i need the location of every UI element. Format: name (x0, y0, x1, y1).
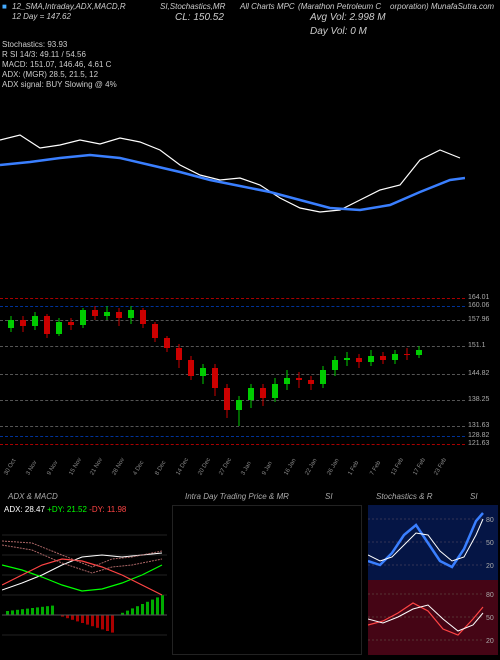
header-co2: orporation) MunafaSutra.com (390, 2, 494, 11)
svg-text:20: 20 (486, 638, 494, 645)
ind-adx-signal: ADX signal: BUY Slowing @ 4% (2, 80, 117, 89)
panel-stoch-sub: SI (470, 492, 478, 501)
panel-intra-sub: SI (325, 492, 333, 501)
header-dayvol: Day Vol: 0 M (310, 26, 367, 37)
svg-text:80: 80 (486, 592, 494, 599)
panel-intra-title: Intra Day Trading Price & MR (185, 492, 289, 501)
sma-line-chart (0, 130, 465, 260)
header-avgvol: Avg Vol: 2.998 M (310, 12, 386, 23)
header-close: CL: 150.52 (175, 12, 224, 23)
ind-macd: MACD: 151.07, 146.46, 4.61 C (2, 60, 111, 69)
ind-rsi: R SI 14/3: 49.11 / 54.56 (2, 50, 86, 59)
header-co1: (Marathon Petroleum C (298, 2, 381, 11)
header-mid1: SI,Stochastics,MR (160, 2, 225, 11)
header-indicators: 12_SMA,Intraday,ADX,MACD,R (12, 2, 126, 11)
svg-text:50: 50 (486, 615, 494, 622)
svg-text:50: 50 (486, 540, 494, 547)
adx-reading: ADX: 28.47 +DY: 21.52 -DY: 11.98 (4, 505, 126, 514)
ind-stochastics: Stochastics: 93.93 (2, 40, 67, 49)
intraday-panel (172, 505, 362, 655)
header-mid2: All Charts MPC (240, 2, 295, 11)
panel-adx-title: ADX & MACD (8, 492, 58, 501)
svg-text:20: 20 (486, 563, 494, 570)
svg-text:80: 80 (486, 517, 494, 524)
ind-adx: ADX: (MGR) 28.5, 21.5, 12 (2, 70, 98, 79)
stochastics-panel: 80 50 20 80 50 20 (368, 505, 498, 655)
panel-stoch-title: Stochastics & R (376, 492, 432, 501)
candlestick-chart (0, 290, 465, 450)
header-dayval: 12 Day = 147.62 (12, 12, 71, 21)
adx-macd-panel (2, 515, 167, 655)
